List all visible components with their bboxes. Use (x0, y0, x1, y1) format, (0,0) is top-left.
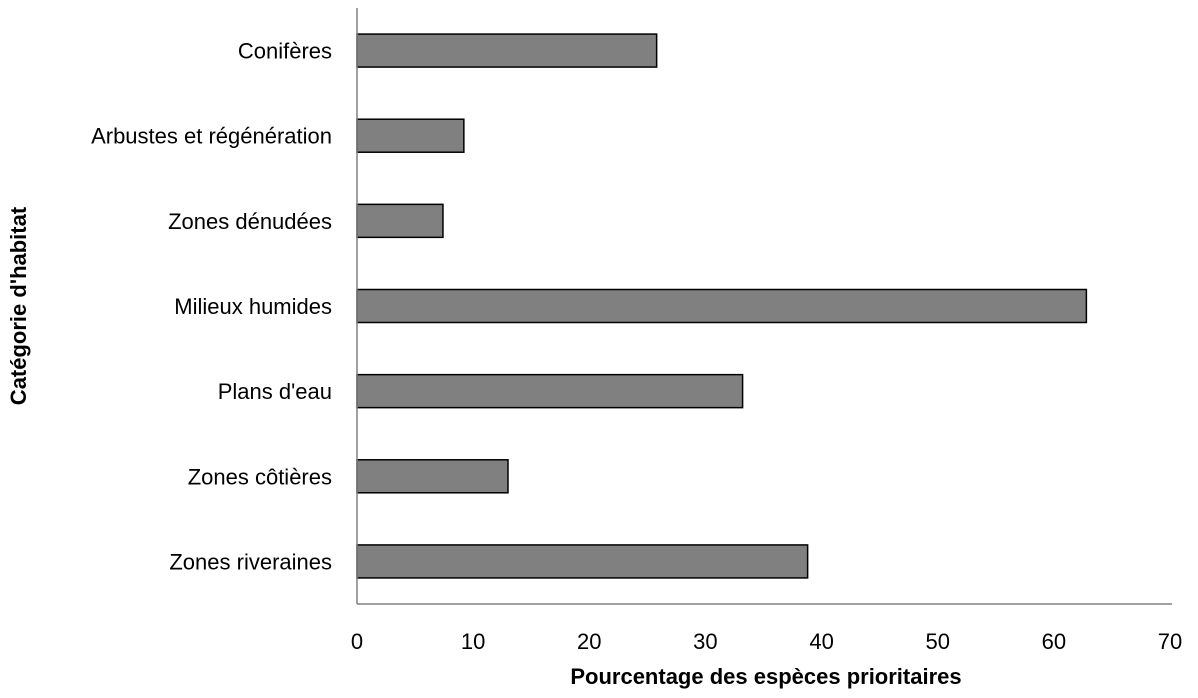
x-tick-labels-group: 0 10 20 30 40 50 60 70 (351, 629, 1182, 654)
category-label: Milieux humides (174, 294, 332, 319)
y-axis-title: Catégorie d'habitat (6, 206, 31, 405)
x-tick-label: 0 (351, 629, 363, 654)
bar (356, 288, 1088, 324)
bars-group (356, 33, 1088, 579)
bar (356, 459, 509, 494)
x-tick-label: 60 (1042, 629, 1066, 654)
category-label: Plans d'eau (218, 379, 332, 404)
category-label: Arbustes et régénération (91, 124, 332, 149)
bar (356, 33, 658, 68)
category-label: Zones dénudées (168, 209, 332, 234)
x-tick-label: 40 (809, 629, 833, 654)
category-label: Zones côtières (188, 464, 332, 489)
x-axis-title: Pourcentage des espèces prioritaires (570, 664, 961, 689)
x-tick-label: 30 (693, 629, 717, 654)
bar (356, 203, 444, 239)
category-label: Conifères (238, 39, 332, 64)
x-tick-label: 50 (925, 629, 949, 654)
bar (356, 373, 744, 409)
x-tick-label: 10 (461, 629, 485, 654)
x-tick-label: 70 (1158, 629, 1182, 654)
bar (356, 544, 809, 579)
category-labels-group: Conifères Arbustes et régénération Zones d… (91, 39, 332, 575)
bar (356, 118, 465, 153)
category-label: Zones riveraines (169, 549, 332, 574)
x-tick-label: 20 (577, 629, 601, 654)
